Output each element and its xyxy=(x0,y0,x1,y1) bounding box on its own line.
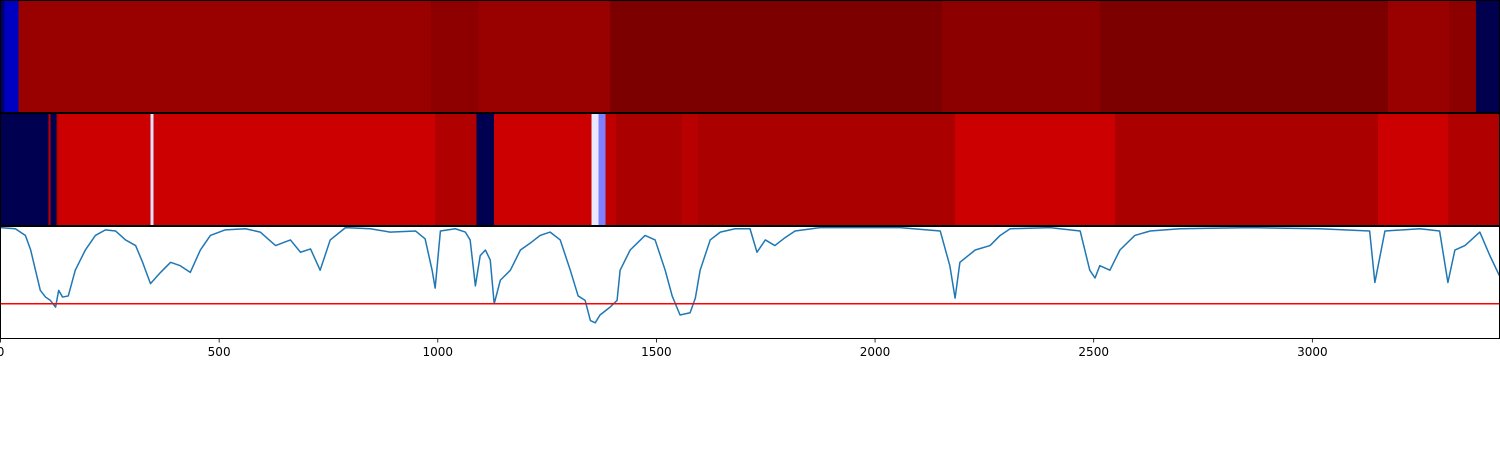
heat-segment xyxy=(697,113,956,226)
heat-segment xyxy=(955,113,1116,226)
heat-segment xyxy=(1447,113,1500,226)
heat-segment xyxy=(0,113,49,226)
heat-segment xyxy=(435,113,477,226)
x-tick-label: 0 xyxy=(0,345,4,359)
x-tick-label: 2000 xyxy=(860,345,891,359)
heat-segment xyxy=(1475,0,1500,113)
heat-segment xyxy=(58,113,151,226)
heat-segment xyxy=(4,0,19,113)
x-tick-label: 2500 xyxy=(1078,345,1109,359)
heat-segment xyxy=(494,113,592,226)
heat-segment xyxy=(616,113,683,226)
heat-segment xyxy=(153,113,436,226)
heat-segment xyxy=(431,0,479,113)
heat-segment xyxy=(18,0,432,113)
heat-segment xyxy=(598,113,606,226)
heat-segment xyxy=(1377,113,1448,226)
heat-segment xyxy=(1387,0,1449,113)
data-line xyxy=(0,226,1500,324)
heat-segment xyxy=(591,113,599,226)
x-tick-label: 1500 xyxy=(641,345,672,359)
heat-segment xyxy=(1115,113,1378,226)
x-tick-label: 3000 xyxy=(1297,345,1328,359)
heat-segment xyxy=(1099,0,1388,113)
heat-segment xyxy=(50,113,57,226)
heat-segment xyxy=(150,113,154,226)
heat-segment xyxy=(941,0,1100,113)
heat-segment xyxy=(0,0,5,113)
heat-segment xyxy=(476,113,495,226)
heat-segment xyxy=(682,113,698,226)
heat-segment xyxy=(610,0,942,113)
x-tick-label: 500 xyxy=(208,345,231,359)
heat-segment xyxy=(56,113,59,226)
heat-segment xyxy=(1448,0,1476,113)
x-tick-label: 1000 xyxy=(423,345,454,359)
heat-segment xyxy=(605,113,617,226)
heat-segment xyxy=(478,0,611,113)
heat-segment xyxy=(48,113,51,226)
panel-frame xyxy=(0,226,1500,339)
